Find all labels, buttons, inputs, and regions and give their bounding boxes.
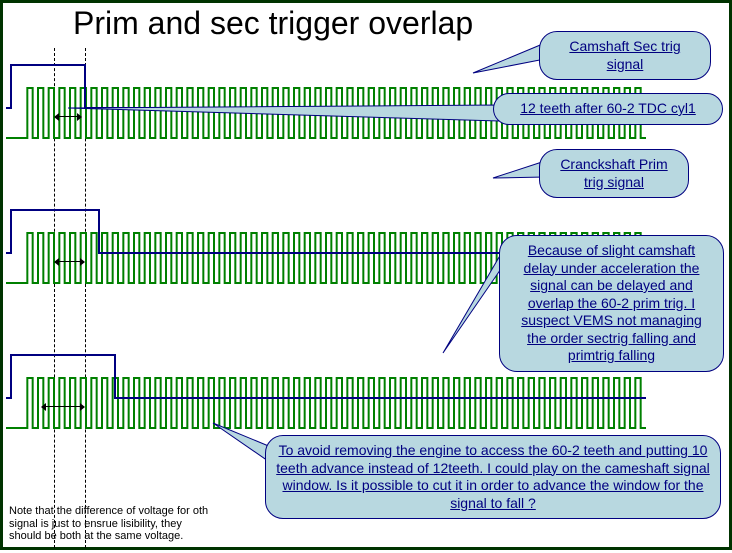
callout-cam-signal: Camshaft Sec trig signal	[539, 31, 711, 80]
callout-crank-signal: Cranckshaft Prim trig signal	[539, 149, 689, 198]
page-title: Prim and sec trigger overlap	[73, 5, 473, 42]
offset-arrow-2	[54, 261, 85, 271]
footnote: Note that the difference of voltage for …	[9, 505, 209, 543]
crank-signal	[6, 378, 646, 428]
callout-explanation: Because of slight camshaft delay under a…	[499, 235, 724, 372]
callout-tdc: 12 teeth after 60-2 TDC cyl1	[493, 93, 723, 125]
offset-arrow-3	[41, 406, 85, 416]
callout-explain-text: Because of slight camshaft delay under a…	[521, 242, 702, 363]
callout-cam-text: Camshaft Sec trig signal	[569, 38, 680, 72]
callout-question-text: To avoid removing the engine to access t…	[276, 442, 710, 511]
offset-arrow-1	[54, 116, 82, 126]
callout-question: To avoid removing the engine to access t…	[265, 435, 721, 519]
callout-tdc-text: 12 teeth after 60-2 TDC cyl1	[520, 100, 696, 116]
callout-crank-text: Cranckshaft Prim trig signal	[560, 156, 667, 190]
